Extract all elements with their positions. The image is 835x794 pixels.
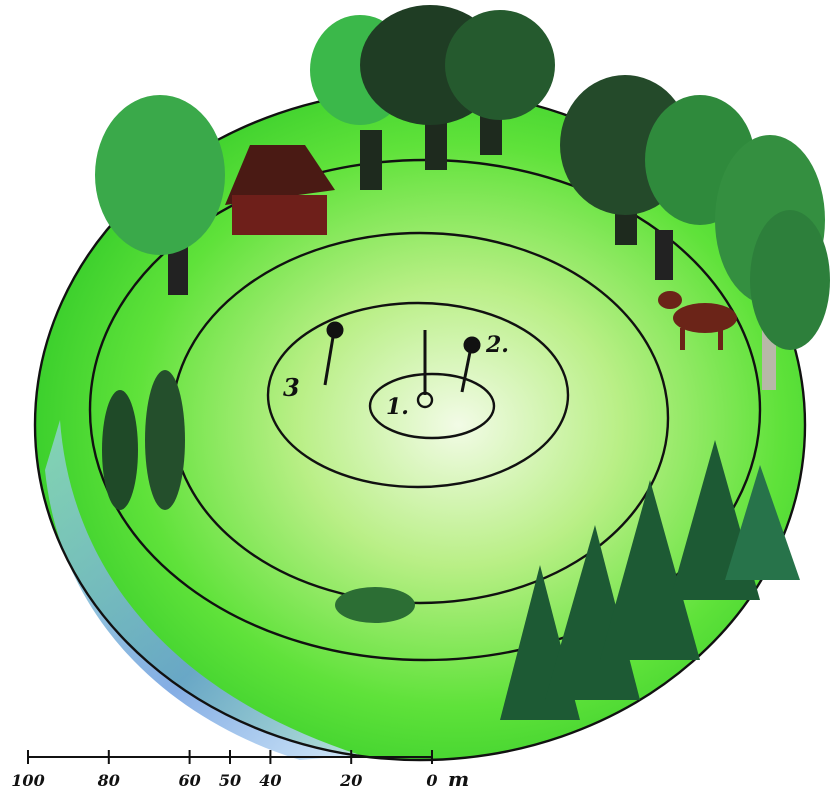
scale-label: 50 (219, 771, 241, 790)
point-label: 3 (283, 373, 300, 402)
scale-label: 40 (259, 771, 281, 790)
scale-label: 0 (426, 771, 437, 790)
scale-bar: m 100 80 60 50 40 20 0 (11, 750, 469, 791)
trees (95, 5, 830, 623)
cow (658, 291, 737, 350)
point-label: 2. (485, 332, 509, 358)
ring (266, 301, 570, 489)
cabin (225, 145, 335, 235)
point-label: 1. (386, 394, 409, 420)
ring (368, 372, 496, 440)
scale-unit: m (448, 767, 469, 791)
people (323, 321, 481, 393)
scale-label: 100 (11, 771, 44, 790)
conifers (500, 440, 800, 720)
scale-label: 20 (339, 771, 362, 790)
stream (45, 420, 360, 760)
scale-label: 60 (178, 771, 200, 790)
scale-label: 80 (97, 771, 120, 790)
meadow (35, 90, 805, 760)
